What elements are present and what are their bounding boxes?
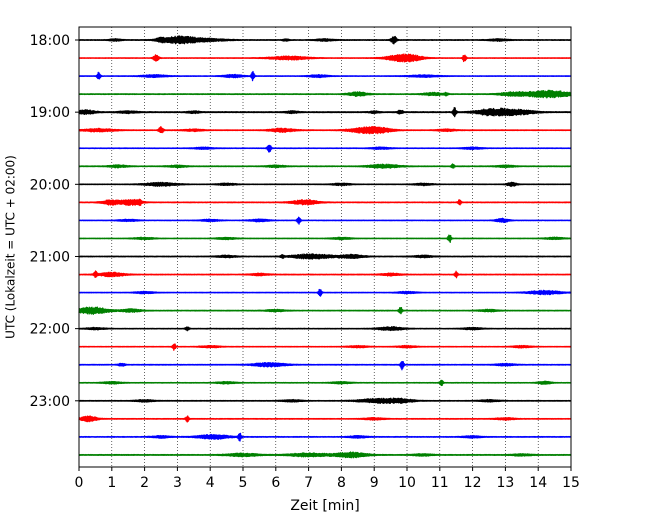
vertical-grid-lines	[111, 27, 539, 467]
x-tick-label: 5	[239, 475, 248, 491]
y-axis-label: UTC (Lokalzeit = UTC + 02:00)	[4, 155, 18, 339]
seismogram-trace	[78, 288, 572, 297]
seismogram-trace	[78, 70, 572, 82]
x-tick-label: 14	[529, 475, 547, 491]
seismogram-trace	[78, 181, 572, 188]
x-tick-label: 8	[337, 475, 346, 491]
seismogram-trace	[78, 144, 572, 153]
x-tick-label: 2	[140, 475, 149, 491]
axes-frame	[78, 26, 572, 468]
x-tick-label: 4	[206, 475, 215, 491]
x-tick-label: 15	[562, 475, 580, 491]
seismogram-trace	[78, 126, 572, 135]
x-tick-label: 6	[271, 475, 280, 491]
seismogram-trace	[78, 216, 572, 225]
seismogram-trace	[78, 106, 572, 118]
seismogram-trace	[78, 415, 572, 423]
seismogram-trace	[78, 451, 572, 459]
y-tick-label: 19:00	[30, 105, 70, 121]
seismogram-trace	[78, 361, 572, 371]
x-tick-label: 3	[173, 475, 182, 491]
seismogram-traces	[78, 35, 572, 459]
seismogram-trace	[78, 306, 572, 315]
x-tick-label: 0	[75, 475, 84, 491]
x-tick-label: 10	[398, 475, 416, 491]
x-tick-label: 11	[431, 475, 449, 491]
x-tick-label: 1	[107, 475, 116, 491]
seismogram-trace	[78, 163, 572, 169]
y-axis-ticks: 18:00 19:00 20:00 21:00 22:00 23:00	[30, 33, 79, 410]
x-axis-label: Zeit [min]	[290, 498, 359, 514]
seismogram-trace	[78, 326, 572, 332]
seismogram-trace	[78, 253, 572, 260]
seismogram-trace	[78, 89, 572, 99]
seismogram-trace	[78, 343, 572, 351]
seismogram-trace	[78, 234, 572, 243]
seismogram-trace	[78, 379, 572, 387]
seismogram-trace	[78, 35, 572, 45]
x-tick-label: 12	[464, 475, 482, 491]
x-tick-label: 13	[496, 475, 514, 491]
y-tick-label: 18:00	[30, 33, 70, 49]
y-tick-label: 20:00	[30, 177, 70, 193]
x-tick-label: 9	[370, 475, 379, 491]
seismogram-trace	[78, 53, 572, 63]
seismogram-trace	[78, 270, 572, 279]
y-tick-label: 21:00	[30, 249, 70, 265]
seismogram-trace	[78, 198, 572, 207]
y-tick-label: 22:00	[30, 322, 70, 338]
x-axis-ticks: 0 1 2 3 4 5 6 7 8 9 10 11 12 13 14 15	[75, 467, 580, 491]
seismogram-trace	[78, 432, 572, 442]
y-tick-label: 23:00	[30, 394, 70, 410]
x-tick-label: 7	[304, 475, 313, 491]
seismogram-trace	[78, 397, 572, 405]
